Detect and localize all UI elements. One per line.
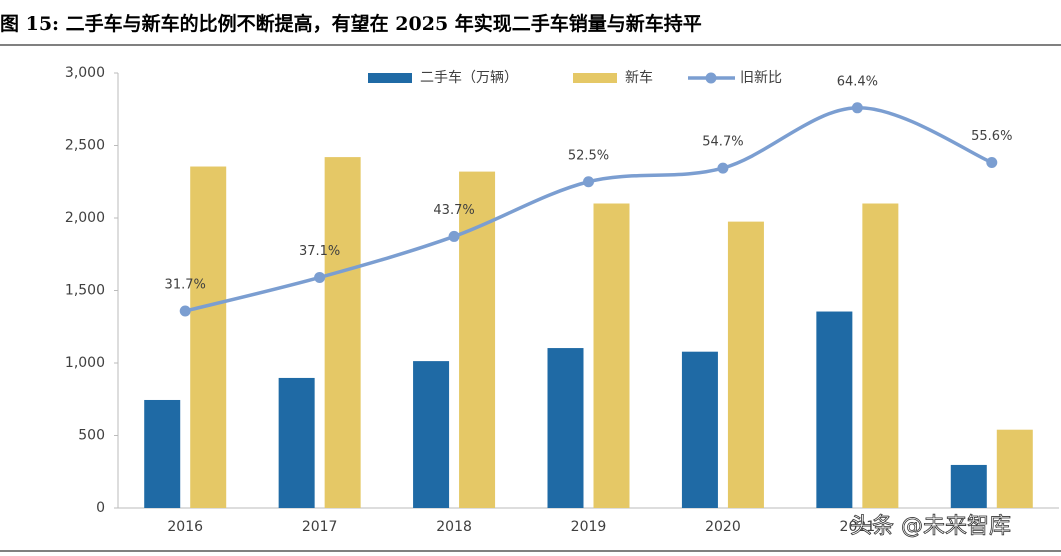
value-label: 54.7% [702,135,743,150]
bar [278,377,315,508]
legend-label: 二手车（万辆） [420,69,518,86]
y-tick-label: 1,000 [65,355,105,371]
bar [593,203,630,508]
value-label: 64.4% [837,74,878,89]
bar [324,157,361,508]
line-point [717,162,729,174]
bar [413,361,450,508]
watermark: 头条 @未来智库 [850,514,1011,539]
x-tick-label: 2016 [167,519,203,535]
line-point [583,176,594,188]
y-tick-label: 1,500 [65,283,105,299]
value-label: 31.7% [165,278,206,293]
legend-swatch [368,73,412,83]
y-tick-label: 0 [96,500,105,516]
bar [190,166,227,508]
bar [547,348,584,508]
bar [862,203,899,508]
y-tick-label: 2,000 [65,210,105,226]
line-point [179,305,191,317]
bar [727,221,764,508]
legend-swatch-point [705,72,717,84]
y-tick-label: 2,500 [65,138,105,154]
line-point [448,230,460,242]
legend-swatch [573,73,617,83]
legend-label: 新车 [625,69,653,86]
x-tick-label: 2020 [705,519,741,535]
bar [950,464,987,508]
bar [996,429,1033,508]
value-label: 52.5% [568,148,609,163]
line-point [314,271,326,283]
value-label: 43.7% [433,203,474,218]
x-tick-label: 2019 [571,519,607,535]
x-tick-label: 2021 [840,519,876,535]
x-tick-label: 2018 [436,519,472,535]
value-label: 37.1% [299,244,340,259]
bar [816,311,853,508]
line-point [851,102,863,114]
line-point [986,156,998,168]
bar [681,351,718,508]
chart-title: 图 15: 二手车与新车的比例不断提高，有望在 2025 年实现二手车销量与新车… [0,12,702,35]
legend-label: 旧新比 [740,70,782,86]
bar [144,399,181,508]
value-label: 55.6% [971,129,1012,144]
x-tick-label: 2017 [302,519,338,535]
y-tick-label: 3,000 [65,65,105,81]
y-tick-label: 500 [78,428,105,444]
